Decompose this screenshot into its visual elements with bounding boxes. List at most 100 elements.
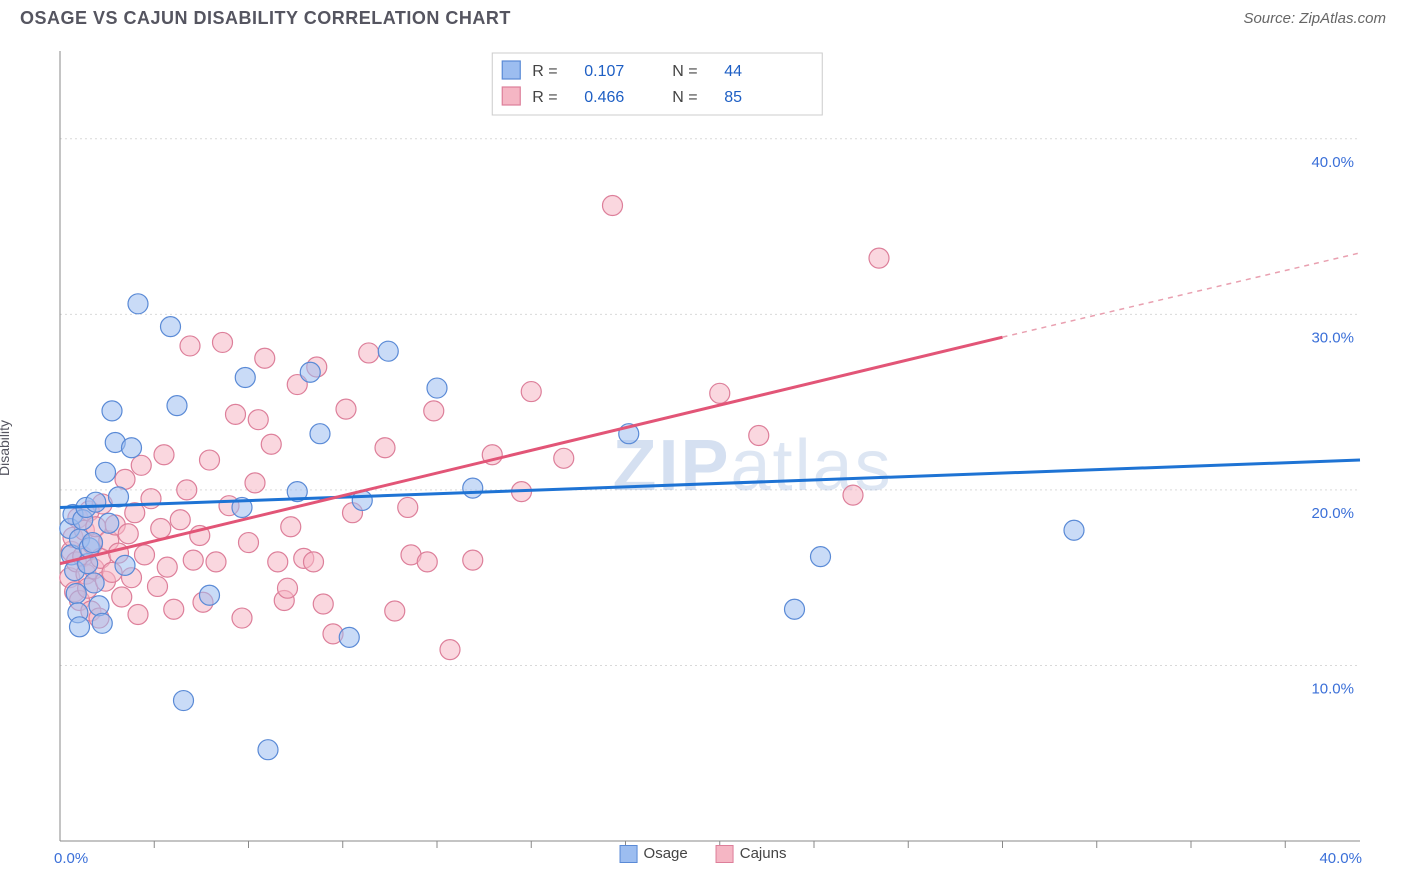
data-point-osage xyxy=(235,368,255,388)
square-icon xyxy=(620,845,638,863)
data-point-cajuns xyxy=(135,545,155,565)
legend-r-value: 0.107 xyxy=(584,63,624,80)
square-icon xyxy=(502,87,520,105)
data-point-cajuns xyxy=(128,605,148,625)
data-point-osage xyxy=(86,492,106,512)
data-point-cajuns xyxy=(336,399,356,419)
data-point-cajuns xyxy=(424,401,444,421)
x-tick-label: 0.0% xyxy=(54,850,88,863)
data-point-osage xyxy=(378,341,398,361)
data-point-cajuns xyxy=(749,425,769,445)
data-point-osage xyxy=(99,513,119,533)
data-point-cajuns xyxy=(375,438,395,458)
data-point-cajuns xyxy=(148,576,168,596)
data-point-cajuns xyxy=(248,410,268,430)
scatter-chart: 10.0%20.0%30.0%40.0%0.0%40.0%ZIPatlasR =… xyxy=(20,33,1386,863)
data-point-osage xyxy=(463,478,483,498)
data-point-cajuns xyxy=(398,497,418,517)
data-point-osage xyxy=(83,533,103,553)
data-point-cajuns xyxy=(463,550,483,570)
chart-area: Disability 10.0%20.0%30.0%40.0%0.0%40.0%… xyxy=(20,33,1386,863)
legend-bottom: Osage Cajuns xyxy=(620,845,787,863)
data-point-cajuns xyxy=(232,608,252,628)
data-point-cajuns xyxy=(710,383,730,403)
data-point-cajuns xyxy=(278,578,298,598)
data-point-osage xyxy=(811,547,831,567)
data-point-cajuns xyxy=(603,195,623,215)
data-point-osage xyxy=(785,599,805,619)
data-point-cajuns xyxy=(554,448,574,468)
y-axis-label: Disability xyxy=(0,420,12,476)
data-point-osage xyxy=(258,740,278,760)
data-point-osage xyxy=(102,401,122,421)
x-tick-label: 40.0% xyxy=(1319,850,1362,863)
data-point-osage xyxy=(115,555,135,575)
data-point-osage xyxy=(89,596,109,616)
chart-source: Source: ZipAtlas.com xyxy=(1243,10,1386,27)
data-point-cajuns xyxy=(151,519,171,539)
data-point-osage xyxy=(174,691,194,711)
data-point-cajuns xyxy=(170,510,190,530)
legend-n-label: N = xyxy=(672,63,697,80)
data-point-cajuns xyxy=(281,517,301,537)
data-point-cajuns xyxy=(118,524,138,544)
data-point-cajuns xyxy=(183,550,203,570)
data-point-cajuns xyxy=(359,343,379,363)
square-icon xyxy=(502,61,520,79)
data-point-cajuns xyxy=(213,332,233,352)
data-point-osage xyxy=(300,362,320,382)
data-point-cajuns xyxy=(200,450,220,470)
data-point-cajuns xyxy=(226,404,246,424)
data-point-osage xyxy=(96,462,116,482)
y-tick-label: 30.0% xyxy=(1311,329,1354,346)
data-point-osage xyxy=(161,317,181,337)
legend-n-label: N = xyxy=(672,89,697,106)
data-point-osage xyxy=(200,585,220,605)
data-point-osage xyxy=(167,396,187,416)
legend-item-osage: Osage xyxy=(620,845,688,863)
data-point-cajuns xyxy=(177,480,197,500)
data-point-cajuns xyxy=(206,552,226,572)
data-point-osage xyxy=(128,294,148,314)
data-point-cajuns xyxy=(255,348,275,368)
data-point-cajuns xyxy=(239,533,259,553)
legend-r-label: R = xyxy=(532,63,557,80)
data-point-osage xyxy=(84,573,104,593)
square-icon xyxy=(716,845,734,863)
data-point-osage xyxy=(310,424,330,444)
data-point-cajuns xyxy=(869,248,889,268)
data-point-cajuns xyxy=(245,473,265,493)
y-tick-label: 20.0% xyxy=(1311,505,1354,522)
y-tick-label: 40.0% xyxy=(1311,154,1354,171)
data-point-cajuns xyxy=(304,552,324,572)
data-point-osage xyxy=(122,438,142,458)
chart-header: OSAGE VS CAJUN DISABILITY CORRELATION CH… xyxy=(0,0,1406,33)
legend-n-value: 44 xyxy=(724,63,742,80)
data-point-cajuns xyxy=(131,455,151,475)
legend-item-cajuns: Cajuns xyxy=(716,845,787,863)
data-point-cajuns xyxy=(385,601,405,621)
y-tick-label: 10.0% xyxy=(1311,680,1354,697)
data-point-cajuns xyxy=(843,485,863,505)
data-point-cajuns xyxy=(154,445,174,465)
data-point-cajuns xyxy=(440,640,460,660)
data-point-osage xyxy=(92,613,112,633)
trendline-cajuns-extrap xyxy=(1003,253,1361,337)
data-point-cajuns xyxy=(157,557,177,577)
data-point-osage xyxy=(339,627,359,647)
chart-title: OSAGE VS CAJUN DISABILITY CORRELATION CH… xyxy=(20,8,511,29)
legend-r-label: R = xyxy=(532,89,557,106)
data-point-cajuns xyxy=(180,336,200,356)
data-point-cajuns xyxy=(261,434,281,454)
data-point-osage xyxy=(70,617,90,637)
data-point-osage xyxy=(66,583,86,603)
data-point-cajuns xyxy=(521,382,541,402)
legend-n-value: 85 xyxy=(724,89,742,106)
data-point-cajuns xyxy=(313,594,333,614)
data-point-cajuns xyxy=(112,587,132,607)
data-point-osage xyxy=(1064,520,1084,540)
data-point-cajuns xyxy=(164,599,184,619)
data-point-osage xyxy=(427,378,447,398)
legend-r-value: 0.466 xyxy=(584,89,624,106)
data-point-cajuns xyxy=(417,552,437,572)
